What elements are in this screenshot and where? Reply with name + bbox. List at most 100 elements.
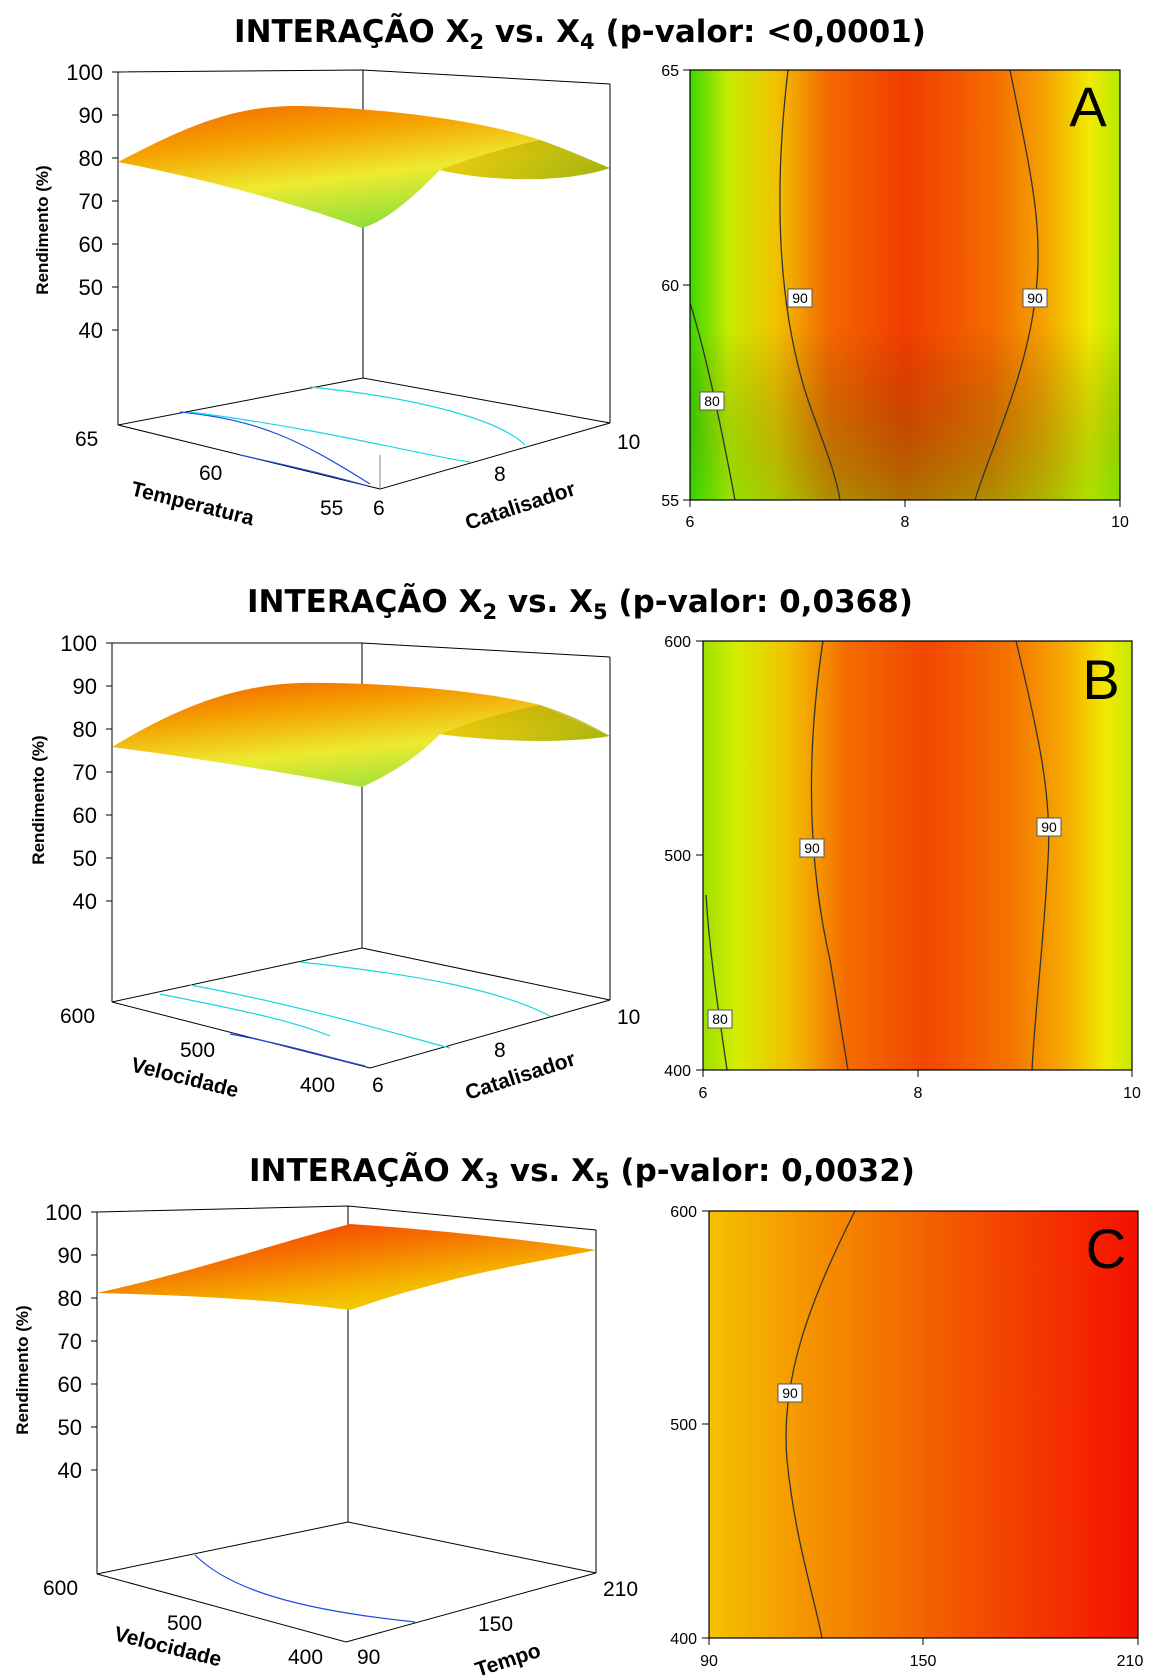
panel-b-floor-contour bbox=[229, 1033, 366, 1067]
x-tick-label: 6 bbox=[686, 514, 695, 531]
right-axis-tick: 8 bbox=[494, 463, 506, 486]
panel-c-right-axis-ticks: 90 150 210 bbox=[357, 1578, 638, 1669]
z-tick-label: 90 bbox=[73, 674, 97, 699]
z-tick-label: 70 bbox=[73, 760, 97, 785]
panel-c-title: INTERAÇÃO X3 vs. X5 (p-valor: 0,0032) bbox=[249, 1152, 915, 1193]
panel-b-contour-y-ticks: 400 500 600 bbox=[664, 634, 691, 1080]
z-tick-label: 90 bbox=[79, 103, 103, 128]
panel-c-contour-x-ticks: 90 150 210 bbox=[700, 1653, 1143, 1670]
left-axis-tick: 55 bbox=[320, 497, 343, 520]
z-tick-label: 40 bbox=[58, 1458, 82, 1483]
panel-b-floor-contour bbox=[159, 993, 331, 1037]
x-tick-label: 8 bbox=[901, 514, 910, 531]
left-axis-tick: 400 bbox=[288, 1646, 323, 1669]
panel-b-box-frame bbox=[111, 642, 611, 1069]
z-tick-label: 40 bbox=[73, 889, 97, 914]
contour-level-label: 90 bbox=[782, 1385, 798, 1401]
panel-b-title: INTERAÇÃO X2 vs. X5 (p-valor: 0,0368) bbox=[247, 583, 913, 624]
panel-b-contour-line-90-right bbox=[1015, 640, 1050, 1071]
right-axis-tick: 150 bbox=[478, 1613, 513, 1636]
left-axis-tick: 65 bbox=[75, 428, 98, 451]
panel-a-left-axis-ticks: 65 60 55 bbox=[75, 428, 343, 520]
y-tick-label: 400 bbox=[664, 1063, 691, 1080]
panel-c-z-tick-marks bbox=[91, 1211, 97, 1471]
z-tick-label: 70 bbox=[79, 189, 103, 214]
y-tick-label: 60 bbox=[661, 278, 679, 295]
panel-b-surface-plot: 100 90 80 70 60 50 40 Rendimento (%) 600… bbox=[29, 631, 640, 1105]
x-tick-label: 210 bbox=[1117, 1653, 1144, 1670]
panel-a-letter: A bbox=[1069, 75, 1107, 138]
panel-b-contour-fill bbox=[703, 641, 1132, 1070]
z-tick-label: 80 bbox=[73, 717, 97, 742]
panel-a-right-axis-ticks: 6 8 10 bbox=[373, 431, 640, 520]
panel-c-contour-ticks bbox=[702, 1210, 1139, 1645]
panel-a-floor-contour bbox=[189, 411, 471, 463]
panel-b: INTERAÇÃO X2 vs. X5 (p-valor: 0,0368) bbox=[29, 583, 1141, 1105]
z-tick-label: 100 bbox=[60, 631, 97, 656]
panel-b-z-axis-label: Rendimento (%) bbox=[29, 735, 48, 864]
panel-c-response-surface bbox=[97, 1224, 596, 1310]
contour-level-label: 80 bbox=[704, 393, 720, 409]
contour-level-label: 90 bbox=[804, 840, 820, 856]
left-axis-tick: 600 bbox=[60, 1005, 95, 1028]
x-tick-label: 6 bbox=[699, 1085, 708, 1102]
panel-a-right-axis-label: Catalisador bbox=[462, 478, 578, 535]
panel-c-z-tick-labels: 100 90 80 70 60 50 40 bbox=[45, 1200, 82, 1483]
x-tick-label: 10 bbox=[1123, 1085, 1141, 1102]
z-tick-label: 60 bbox=[79, 232, 103, 257]
x-tick-label: 8 bbox=[914, 1085, 923, 1102]
left-axis-tick: 400 bbox=[300, 1074, 335, 1097]
y-tick-label: 600 bbox=[670, 1204, 697, 1221]
panel-a-z-axis-label: Rendimento (%) bbox=[33, 165, 52, 294]
left-axis-tick: 500 bbox=[167, 1612, 202, 1635]
panel-a-z-tick-marks bbox=[112, 71, 118, 331]
panel-a-contour-map: 90 90 80 6 8 10 55 60 65 A bbox=[661, 63, 1129, 531]
panel-a: INTERAÇÃO X2 vs. X4 (p-valor: <0,0001) bbox=[33, 13, 1129, 535]
z-tick-label: 80 bbox=[58, 1286, 82, 1311]
z-tick-label: 100 bbox=[45, 1200, 82, 1225]
left-axis-tick: 600 bbox=[43, 1577, 78, 1600]
panel-a-floor-contour bbox=[179, 411, 371, 485]
panel-c-surface-plot: 100 90 80 70 60 50 40 Rendimento (%) 600… bbox=[13, 1200, 638, 1680]
y-tick-label: 500 bbox=[664, 848, 691, 865]
y-tick-label: 500 bbox=[670, 1417, 697, 1434]
y-tick-label: 400 bbox=[670, 1631, 697, 1648]
panel-c-right-axis-label: Tempo bbox=[472, 1639, 543, 1680]
panel-c-contour-fill bbox=[709, 1211, 1138, 1638]
panel-a-floor-contour bbox=[309, 386, 526, 446]
right-axis-tick: 6 bbox=[372, 1074, 384, 1097]
z-tick-label: 50 bbox=[79, 275, 103, 300]
panel-a-contour-shade bbox=[690, 70, 1120, 500]
panel-c-left-axis-ticks: 600 500 400 bbox=[43, 1577, 323, 1669]
z-tick-label: 50 bbox=[58, 1415, 82, 1440]
y-tick-label: 600 bbox=[664, 634, 691, 651]
contour-level-label: 80 bbox=[712, 1011, 728, 1027]
panel-a-contour-labels: 90 90 80 bbox=[699, 288, 1048, 411]
panel-a-contour-line-80 bbox=[689, 302, 736, 501]
panel-c-floor-contour bbox=[194, 1554, 416, 1623]
panel-b-contour-x-ticks: 6 8 10 bbox=[699, 1085, 1141, 1102]
right-axis-tick: 8 bbox=[494, 1039, 506, 1062]
right-axis-tick: 90 bbox=[357, 1646, 380, 1669]
panel-c: INTERAÇÃO X3 vs. X5 (p-valor: 0,0032) 10… bbox=[13, 1152, 1143, 1680]
panel-a-contour-ticks bbox=[683, 69, 1121, 507]
z-tick-label: 50 bbox=[73, 846, 97, 871]
panel-b-right-axis-ticks: 6 8 10 bbox=[372, 1006, 640, 1097]
panel-b-floor-contour bbox=[189, 984, 451, 1049]
panel-b-surface-side bbox=[440, 705, 610, 741]
panel-b-right-axis-label: Catalisador bbox=[462, 1048, 578, 1105]
contour-level-label: 90 bbox=[1027, 290, 1043, 306]
panel-c-contour-labels: 90 bbox=[777, 1383, 803, 1403]
panel-a-floor-contour bbox=[239, 454, 369, 487]
panel-a-contour-x-ticks: 6 8 10 bbox=[686, 514, 1129, 531]
contour-level-label: 90 bbox=[792, 290, 808, 306]
panel-b-z-tick-marks bbox=[106, 642, 112, 902]
panel-b-floor-contour bbox=[299, 961, 551, 1017]
panel-b-left-axis-ticks: 600 500 400 bbox=[60, 1005, 335, 1097]
panel-a-title: INTERAÇÃO X2 vs. X4 (p-valor: <0,0001) bbox=[234, 13, 926, 54]
right-axis-tick: 6 bbox=[373, 497, 385, 520]
right-axis-tick: 10 bbox=[617, 431, 640, 454]
z-tick-label: 80 bbox=[79, 146, 103, 171]
y-tick-label: 65 bbox=[661, 63, 679, 80]
